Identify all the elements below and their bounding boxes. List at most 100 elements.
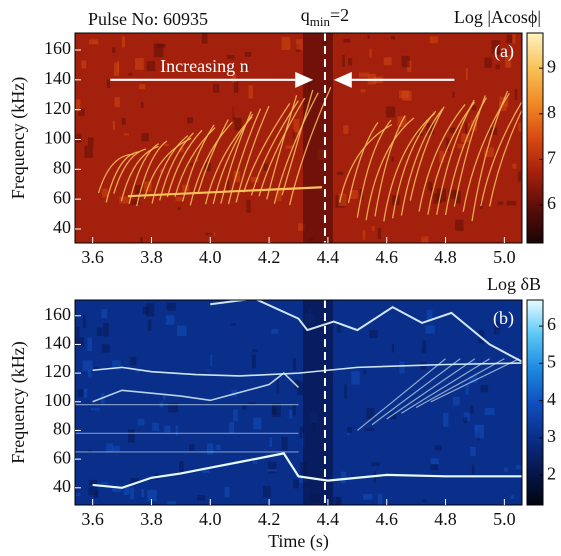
noise (266, 482, 269, 488)
noise (202, 469, 210, 473)
noise (297, 223, 306, 231)
colorbar (526, 299, 544, 506)
noise (506, 34, 512, 44)
noise (508, 370, 513, 381)
noise (179, 188, 184, 202)
noise (88, 449, 93, 453)
noise (252, 349, 258, 353)
x-tick-label: 5.0 (493, 509, 516, 529)
noise (363, 494, 373, 500)
noise (406, 188, 411, 193)
mode-streak (105, 151, 140, 203)
noise (465, 383, 469, 395)
noise (426, 309, 433, 322)
noise (253, 417, 262, 430)
noise (127, 429, 135, 443)
noise (246, 199, 251, 213)
noise (167, 501, 177, 505)
noise (76, 326, 80, 338)
noise (177, 207, 182, 210)
noise (100, 86, 107, 96)
noise (251, 207, 256, 214)
noise (430, 458, 439, 465)
mode-streak (113, 148, 147, 194)
noise (472, 105, 477, 111)
noise (140, 237, 143, 243)
noise (233, 81, 239, 93)
noise (114, 97, 120, 108)
mode-streak (159, 132, 194, 201)
noise (448, 189, 456, 200)
noise (95, 194, 102, 199)
noise (471, 120, 477, 131)
noise (101, 393, 105, 406)
x-tick-label: 4.2 (258, 247, 281, 267)
y-tick-label: 100 (44, 390, 71, 410)
noise (178, 461, 184, 475)
noise (486, 68, 491, 77)
noise (140, 102, 144, 109)
noise (271, 403, 281, 418)
mode-streak (197, 119, 229, 194)
noise (106, 443, 113, 453)
noise (207, 390, 214, 403)
noise (338, 105, 346, 109)
noise (263, 485, 271, 498)
noise (267, 461, 277, 474)
noise (77, 389, 84, 397)
noise (347, 426, 353, 434)
noise (495, 64, 501, 70)
noise (467, 123, 471, 127)
mode-streak (356, 119, 392, 218)
noise (428, 181, 433, 191)
noise (123, 486, 130, 496)
noise (244, 51, 252, 57)
noise (142, 306, 149, 315)
noise (76, 492, 81, 497)
noise (266, 359, 272, 364)
noise (273, 233, 278, 241)
noise (146, 423, 149, 433)
noise (111, 486, 122, 492)
noise (130, 356, 137, 366)
noise (484, 57, 493, 68)
noise (233, 409, 238, 422)
noise (88, 39, 99, 45)
x-tick-label: 4.4 (317, 247, 340, 267)
noise (350, 190, 358, 200)
mode-streak (391, 110, 437, 219)
noise (474, 152, 478, 157)
noise (141, 412, 148, 420)
noise (474, 426, 478, 431)
noise (395, 452, 400, 457)
noise (95, 348, 103, 363)
mode-line (415, 358, 505, 409)
noise (130, 36, 139, 39)
noise (468, 435, 477, 444)
noise (259, 98, 268, 107)
x-tick-label: 3.8 (140, 247, 163, 267)
noise (391, 35, 396, 40)
noise (115, 43, 121, 54)
noise (129, 487, 135, 500)
noise (421, 499, 427, 502)
mode-streak (400, 108, 444, 216)
noise (121, 118, 126, 125)
noise (205, 232, 214, 236)
noise (102, 188, 108, 198)
noise (91, 407, 100, 411)
noise (153, 43, 164, 58)
noise (457, 139, 467, 147)
noise (439, 150, 444, 163)
noise (263, 163, 268, 172)
noise (333, 496, 340, 505)
noise (292, 129, 295, 139)
noise (299, 165, 303, 179)
noise (455, 219, 464, 231)
noise (210, 354, 213, 366)
noise (407, 143, 414, 154)
noise (83, 388, 88, 398)
noise (248, 85, 253, 99)
noise (187, 197, 192, 207)
mode-streak (418, 104, 466, 212)
